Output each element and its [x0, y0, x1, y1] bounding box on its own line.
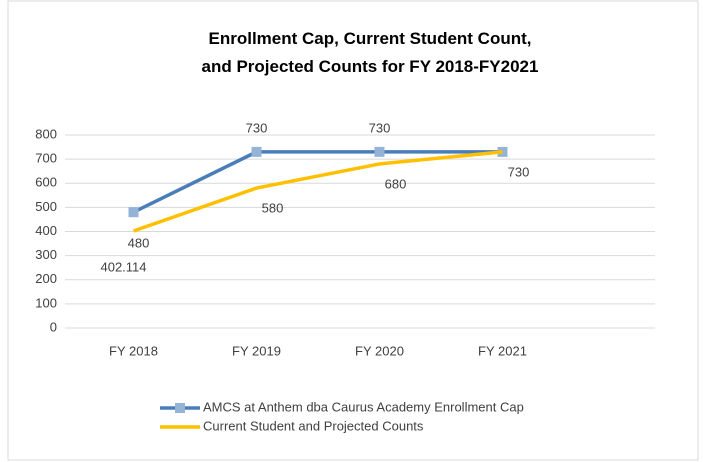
data-label: 730 [246, 120, 268, 135]
y-tick-label: 800 [35, 126, 57, 141]
y-tick-label: 100 [35, 295, 57, 310]
series-line [132, 150, 503, 233]
data-label: 730 [508, 164, 530, 179]
y-tick-label: 0 [50, 319, 57, 334]
data-label: 680 [385, 176, 407, 191]
data-label: 402.114 [100, 259, 146, 274]
y-tick-label: 200 [35, 271, 57, 286]
legend-marker [175, 403, 185, 413]
legend-label: AMCS at Anthem dba Caurus Academy Enroll… [203, 399, 524, 414]
chart-border [7, 0, 699, 461]
data-label: 480 [128, 236, 150, 251]
x-tick-label: FY 2020 [355, 343, 404, 358]
x-tick-label: FY 2021 [478, 343, 527, 358]
y-tick-label: 400 [35, 223, 57, 238]
x-tick-label: FY 2018 [109, 343, 158, 358]
marker [251, 146, 262, 157]
data-label: 580 [262, 201, 284, 216]
y-tick-label: 500 [35, 199, 57, 214]
marker [128, 207, 139, 218]
y-tick-label: 700 [35, 151, 57, 166]
chart-title: Enrollment Cap, Current Student Count, an… [202, 29, 539, 76]
series-line [132, 150, 503, 214]
data-label: 730 [369, 120, 391, 135]
y-tick-label: 300 [35, 247, 57, 262]
y-tick-label: 600 [35, 175, 57, 190]
x-tick-label: FY 2019 [232, 343, 281, 358]
marker [374, 146, 385, 157]
legend-label: Current Student and Projected Counts [203, 418, 424, 433]
